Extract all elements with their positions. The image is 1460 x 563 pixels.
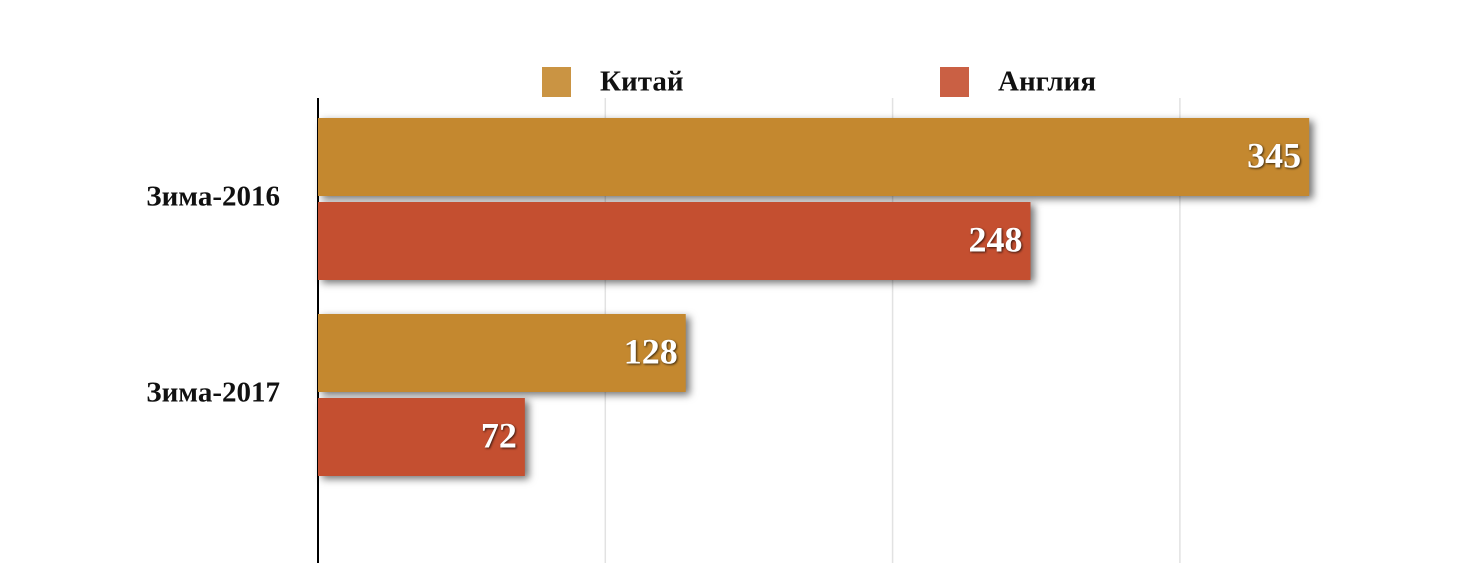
- category-label: Зима-2017: [146, 377, 280, 409]
- bar: [318, 118, 1310, 196]
- value-label: 128: [624, 331, 678, 371]
- category-label: Зима-2016: [146, 181, 280, 213]
- bar: [318, 202, 1031, 280]
- value-label: 248: [969, 219, 1023, 259]
- legend-label: Китай: [600, 66, 684, 98]
- legend-label: Англия: [998, 66, 1096, 98]
- bar: [318, 314, 686, 392]
- legend-swatch: [940, 67, 969, 97]
- value-label: 345: [1247, 135, 1301, 175]
- legend-swatch: [542, 67, 571, 97]
- bar: [318, 398, 525, 476]
- value-label: 72: [481, 415, 517, 455]
